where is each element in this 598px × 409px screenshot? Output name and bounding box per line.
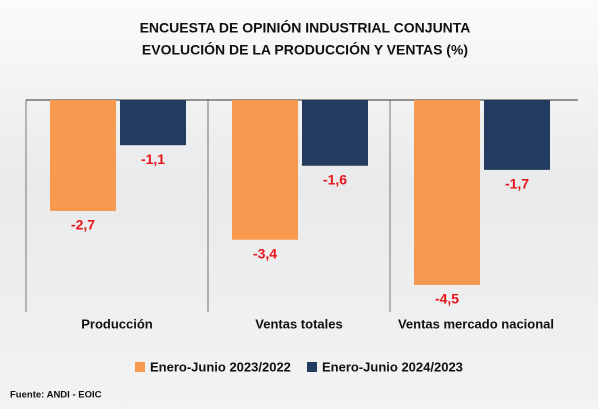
data-label: -3,4 xyxy=(253,245,277,261)
bar xyxy=(414,100,480,285)
x-tick-label: Producción xyxy=(81,316,153,331)
bar xyxy=(50,100,116,211)
bar xyxy=(120,100,186,146)
data-label: -1,6 xyxy=(323,171,347,187)
data-label: -1,7 xyxy=(505,176,529,192)
source-note: Fuente: ANDI - EOIC xyxy=(10,390,102,401)
bar xyxy=(484,100,550,170)
bar xyxy=(232,100,298,240)
data-label: -1,1 xyxy=(141,151,165,167)
chart-subtitle: EVOLUCIÓN DE LA PRODUCCIÓN Y VENTAS (%) xyxy=(142,41,468,58)
legend-label: Enero-Junio 2023/2022 xyxy=(150,359,291,374)
legend-swatch xyxy=(307,362,317,372)
legend-label: Enero-Junio 2024/2023 xyxy=(322,359,463,374)
data-label: -2,7 xyxy=(71,217,95,233)
bar xyxy=(302,100,368,166)
x-tick-label: Ventas mercado nacional xyxy=(398,316,554,331)
x-tick-label: Ventas totales xyxy=(255,316,342,331)
chart-title: ENCUESTA DE OPINIÓN INDUSTRIAL CONJUNTA xyxy=(140,19,471,36)
data-label: -4,5 xyxy=(435,291,459,307)
legend-swatch xyxy=(135,362,145,372)
